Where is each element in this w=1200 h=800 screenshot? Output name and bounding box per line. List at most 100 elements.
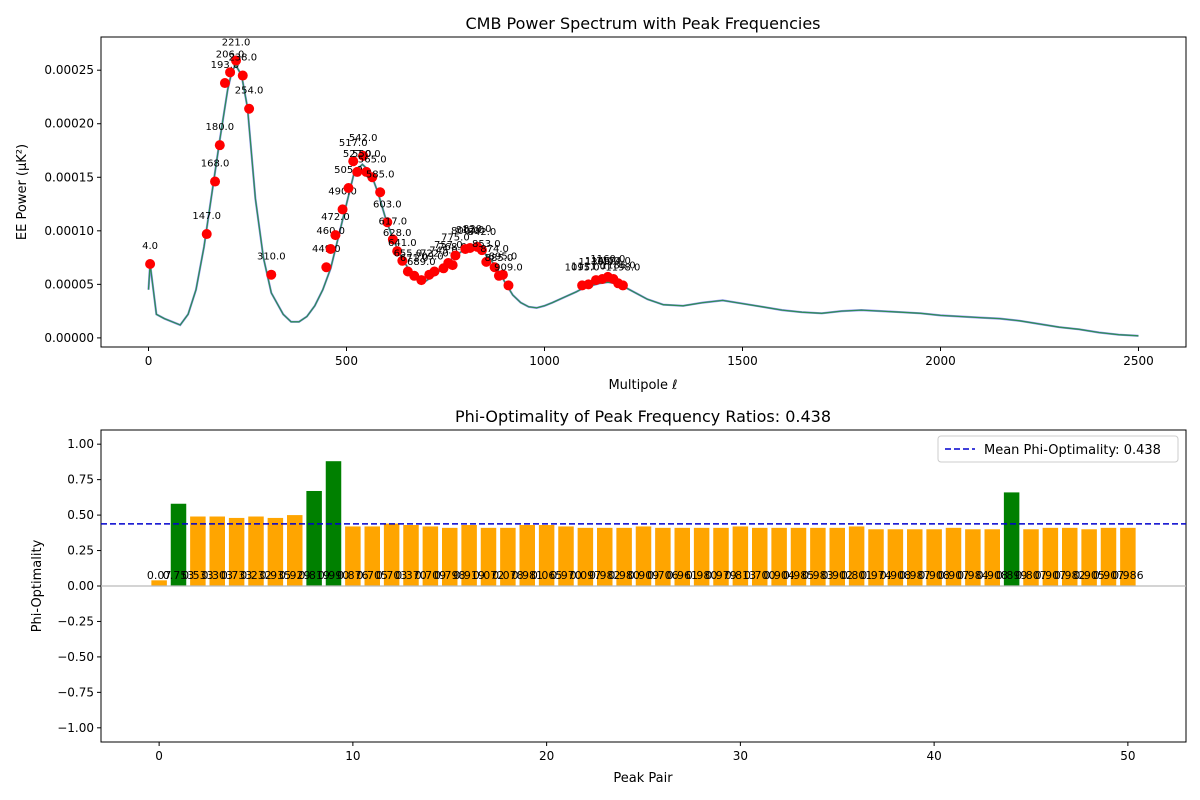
phi-bar [577,527,594,586]
peak-label: 885.0 [485,253,514,264]
phi-bar [907,529,923,586]
phi-bar [461,525,477,586]
y-tick-label: −0.75 [57,685,94,699]
phi-y-label: Phi-Optimality [30,539,45,632]
x-tick-label: 10 [345,749,360,763]
phi-bar [538,525,555,586]
phi-bar-label: 0.908 [880,569,912,582]
peak-label: 517.0 [339,138,368,149]
peak-marker [387,234,398,245]
phi-bar-label: 0.980 [608,569,640,582]
y-tick-label: 0.50 [67,508,94,522]
peak-label: 542.0 [349,133,378,144]
spectrum-smoothed-line [147,63,1139,337]
y-tick-label: 1.00 [67,437,94,451]
peak-label: 628.0 [383,228,412,239]
peak-label: 460.0 [316,226,345,237]
peak-label: 617.0 [379,216,408,227]
peak-label: 527.0 [343,149,372,160]
phi-bar-label: 0.979 [705,569,737,582]
peak-label: 709.0 [415,252,444,263]
phi-bar-label: 0.982 [589,569,621,582]
x-tick-label: 2500 [1123,354,1154,368]
phi-bar [616,527,632,586]
phi-bar-label: 0.899 [996,569,1028,582]
phi-bar-label: 0.700 [744,569,776,582]
peak-label: 812.0 [456,225,485,236]
spectrum-y-label: EE Power (μK²) [15,144,30,240]
phi-bar [965,529,981,586]
peak-label: 206.0 [216,49,245,60]
peak-marker [481,256,492,267]
y-tick-label: −0.25 [57,614,94,628]
phi-bar [480,527,497,586]
peak-label: 722.0 [420,249,449,260]
peak-label: 909.0 [494,262,523,273]
spectrum-y-ticks: 0.00000 0.00005 0.00010 0.00015 0.00020 0.000… [44,63,101,345]
peak-label: 895.0 [489,252,518,263]
phi-bar-label: 0.935 [260,569,292,582]
phi-bar [597,527,613,586]
peak-marker [392,246,403,257]
phi-bar [887,529,904,586]
peak-label: 1198.0 [605,262,640,273]
y-tick-label: 0.00 [67,579,94,593]
phi-bar [519,525,535,586]
phi-bar [984,529,1000,586]
phi-bar [945,527,962,586]
peak-marker [330,230,341,241]
phi-bar [442,527,458,586]
peak-marker [358,150,369,161]
peak-label: 168.0 [201,159,230,170]
spectrum-chart-title: CMB Power Spectrum with Peak Frequencies [465,14,820,33]
peak-marker [214,140,225,151]
peak-marker [145,259,156,270]
phi-bar [364,526,380,586]
peak-marker [450,250,461,261]
phi-bar [345,526,361,586]
spectrum-x-ticks: 0 500 1000 1500 2000 2500 [145,347,1154,368]
phi-bar [422,526,439,586]
phi-bar [1023,529,1039,586]
peak-marker [237,70,248,81]
peak-label: 1146.0 [585,256,620,267]
peak-label: 671.0 [400,253,429,264]
phi-bar [1120,527,1136,586]
y-tick-label: 0.00020 [44,117,94,131]
phi-bar [287,515,303,586]
x-tick-label: 2000 [925,354,956,368]
phi-bar [752,527,768,586]
phi-bar [403,525,419,586]
peak-marker [343,182,354,193]
peak-marker [201,229,212,240]
y-tick-label: 0.00025 [44,63,94,77]
phi-bar [810,527,826,586]
peak-marker [219,78,230,89]
peak-label: 830.0 [463,224,492,235]
phi-bar [228,517,245,586]
peak-label: 565.0 [358,154,387,165]
y-tick-label: 0.25 [67,544,94,558]
legend-mean-label: Mean Phi-Optimality: 0.438 [984,443,1161,458]
peak-label: 4.0 [142,241,158,252]
phi-bar-label: 0.983 [802,569,834,582]
peak-label: 842.0 [468,227,497,238]
peak-label: 585.0 [366,169,395,180]
peak-label: 874.0 [480,244,509,255]
x-tick-label: 0 [145,354,153,368]
phi-bar-label: 0.07 [147,569,172,582]
spectrum-plot-frame [100,36,1187,348]
phi-bar-label: 0.798 [434,569,466,582]
peak-marker [497,269,508,280]
peak-marker [447,260,458,271]
phi-bar-label: 0.961 [667,569,699,582]
y-tick-label: 0.75 [67,473,94,487]
peak-label: 641.0 [388,238,417,249]
phi-x-label: Peak Pair [613,771,673,786]
peak-marker [503,280,514,291]
spectrum-series [147,62,1139,337]
spectrum-raw-line [147,62,1139,337]
phi-bar-label: 0.986 [1112,569,1144,582]
y-tick-label: 0.00015 [44,170,94,184]
peak-marker [397,255,408,266]
